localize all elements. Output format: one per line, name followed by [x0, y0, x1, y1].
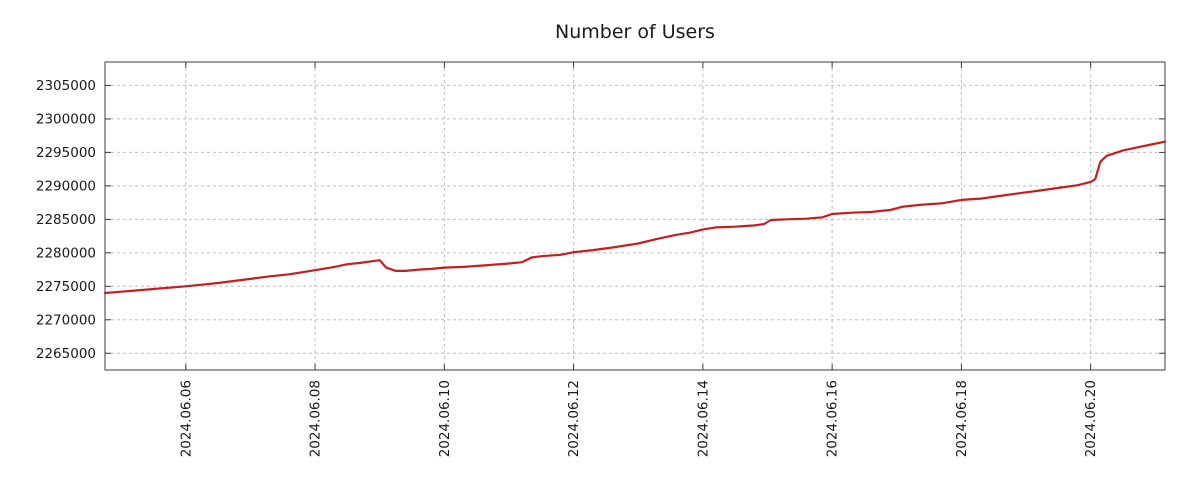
y-tick-label: 2300000 [36, 111, 96, 127]
tick-labels: 2265000 2270000 2275000 2280000 2285000 22900… [36, 78, 1099, 457]
y-tick-label: 2285000 [36, 212, 96, 228]
data-series [103, 140, 1167, 295]
chart-title: Number of Users [555, 21, 715, 43]
y-tick-label: 2280000 [36, 245, 96, 261]
x-tick-label: 2024.06.12 [566, 380, 582, 457]
x-tick-label: 2024.06.16 [825, 380, 841, 457]
y-tick-label: 2305000 [36, 78, 96, 94]
x-tick-label: 2024.06.06 [178, 380, 194, 457]
x-tick-label: 2024.06.14 [695, 380, 711, 457]
x-tick-label: 2024.06.18 [954, 380, 970, 457]
y-tick-label: 2265000 [36, 346, 96, 362]
y-tick-label: 2290000 [36, 178, 96, 194]
y-tick-label: 2295000 [36, 145, 96, 161]
x-tick-label: 2024.06.10 [437, 380, 453, 457]
y-tick-label: 2270000 [36, 312, 96, 328]
x-tick-label: 2024.06.08 [308, 380, 324, 457]
grid-lines [105, 62, 1165, 370]
users-line-series [103, 140, 1167, 295]
axes [104, 61, 1166, 371]
x-tick-label: 2024.06.20 [1083, 380, 1099, 457]
y-tick-label: 2275000 [36, 279, 96, 295]
